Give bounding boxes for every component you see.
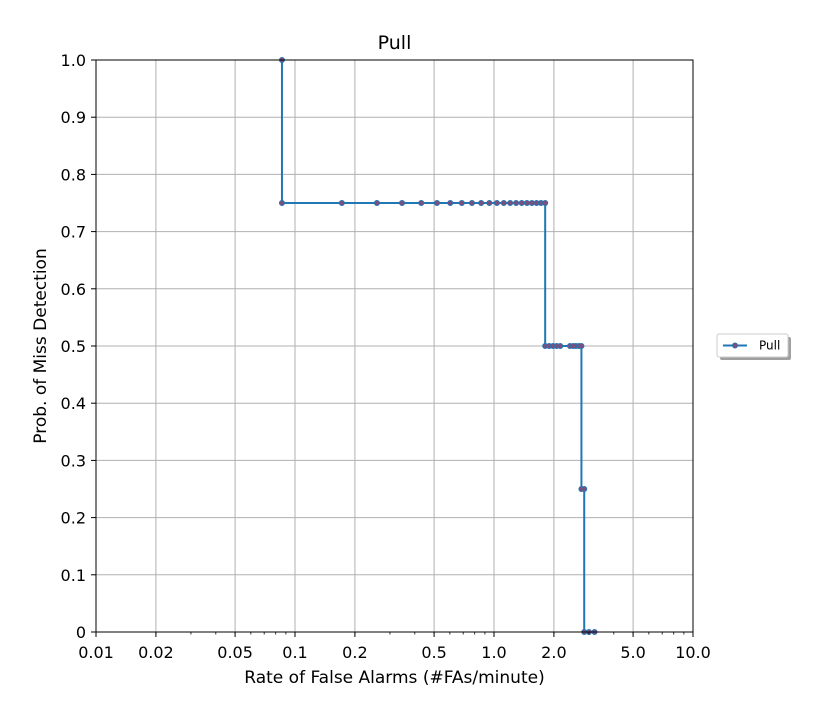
data-point — [486, 199, 493, 206]
data-point — [418, 199, 425, 206]
x-tick-label: 1.0 — [481, 643, 506, 662]
data-point — [500, 199, 507, 206]
chart-title: Pull — [378, 32, 412, 54]
x-tick-label: 0.1 — [282, 643, 307, 662]
y-tick-label: 0.7 — [61, 223, 86, 242]
y-tick-label: 0.9 — [61, 108, 86, 127]
data-point — [581, 485, 588, 492]
y-tick-label: 0.5 — [61, 337, 86, 356]
data-point — [338, 199, 345, 206]
data-point — [458, 199, 465, 206]
y-tick-label: 0 — [76, 623, 86, 642]
grid — [96, 60, 693, 632]
x-tick-label: 5.0 — [620, 643, 645, 662]
x-tick-label: 0.2 — [342, 643, 367, 662]
y-tick-label: 0.6 — [61, 280, 86, 299]
data-point — [478, 199, 485, 206]
x-tick-label: 2.0 — [541, 643, 566, 662]
data-point — [518, 199, 525, 206]
data-point — [523, 199, 530, 206]
y-tick-label: 1.0 — [61, 51, 86, 70]
x-tick-label: 0.5 — [421, 643, 446, 662]
data-point — [399, 199, 406, 206]
legend-marker — [732, 342, 739, 349]
data-point — [278, 199, 285, 206]
data-point — [557, 342, 564, 349]
legend: Pull — [716, 333, 791, 360]
data-point — [578, 342, 585, 349]
data-point — [493, 199, 500, 206]
y-tick-label: 0.2 — [61, 509, 86, 528]
legend-label: Pull — [759, 339, 780, 353]
y-tick-label: 0.3 — [61, 451, 86, 470]
y-tick-label: 0.4 — [61, 394, 86, 413]
data-point — [507, 199, 514, 206]
data-point — [468, 199, 475, 206]
data-point — [433, 199, 440, 206]
x-axis-label: Rate of False Alarms (#FAs/minute) — [244, 668, 544, 688]
x-tick-label: 0.05 — [217, 643, 253, 662]
data-point — [447, 199, 454, 206]
y-tick-label: 0.1 — [61, 566, 86, 585]
ticks: 0.01 0.02 0.05 0.1 0.2 0.5 1.0 2.0 5.0 10.0 0 0.1 0.… — [61, 51, 711, 662]
y-axis-label: Prob. of Miss Detection — [31, 248, 51, 443]
y-tick-label: 0.8 — [61, 165, 86, 184]
data-point — [513, 199, 520, 206]
x-tick-label: 0.01 — [78, 643, 114, 662]
x-tick-label: 0.02 — [138, 643, 174, 662]
x-tick-label: 10.0 — [675, 643, 711, 662]
legend-box — [716, 333, 789, 358]
data-point — [373, 199, 380, 206]
data-point — [542, 199, 549, 206]
